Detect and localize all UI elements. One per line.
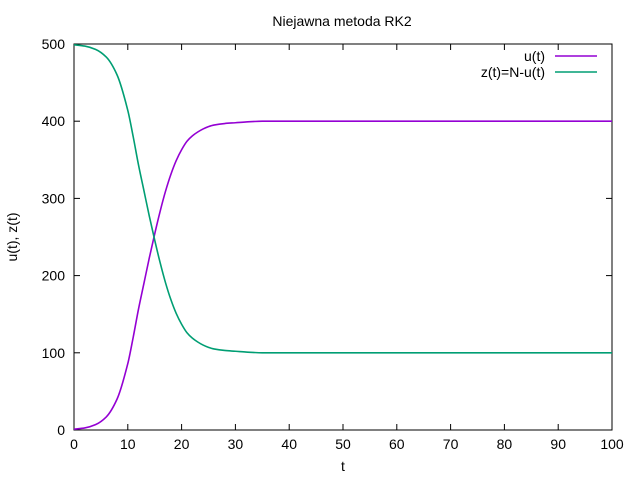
legend: u(t)z(t)=N-u(t) [481,48,597,80]
axis-ticks [73,43,613,431]
x-tick-label-10: 100 [600,436,624,452]
x-tick-label-0: 0 [70,436,78,452]
chart-title: Niejawna metoda RK2 [272,13,412,29]
x-tick-label-5: 50 [335,436,351,452]
x-tick-label-4: 40 [281,436,297,452]
series-line-0 [73,120,612,431]
x-tick-label-1: 10 [120,436,136,452]
y-tick-label-3: 300 [42,190,66,206]
series-line-1 [73,43,612,354]
x-tick-label-3: 30 [228,436,244,452]
legend-label-0: u(t) [524,48,545,64]
x-axis-label: t [341,458,345,474]
y-tick-label-0: 0 [57,422,65,438]
x-tick-label-2: 20 [174,436,190,452]
y-axis-label: u(t), z(t) [4,213,20,262]
y-tick-label-4: 400 [42,113,66,129]
x-tick-label-8: 80 [497,436,513,452]
x-tick-label-9: 90 [550,436,566,452]
x-tick-label-7: 70 [443,436,459,452]
y-tick-label-2: 200 [42,268,66,284]
legend-label-1: z(t)=N-u(t) [481,64,545,80]
axis-tick-labels: 0 10 20 30 40 50 60 70 80 90 100 0 100 200 300 400 500 [42,36,624,452]
y-tick-label-1: 100 [42,345,66,361]
x-tick-label-6: 60 [389,436,405,452]
y-tick-label-5: 500 [42,36,66,52]
series-lines [73,43,612,431]
